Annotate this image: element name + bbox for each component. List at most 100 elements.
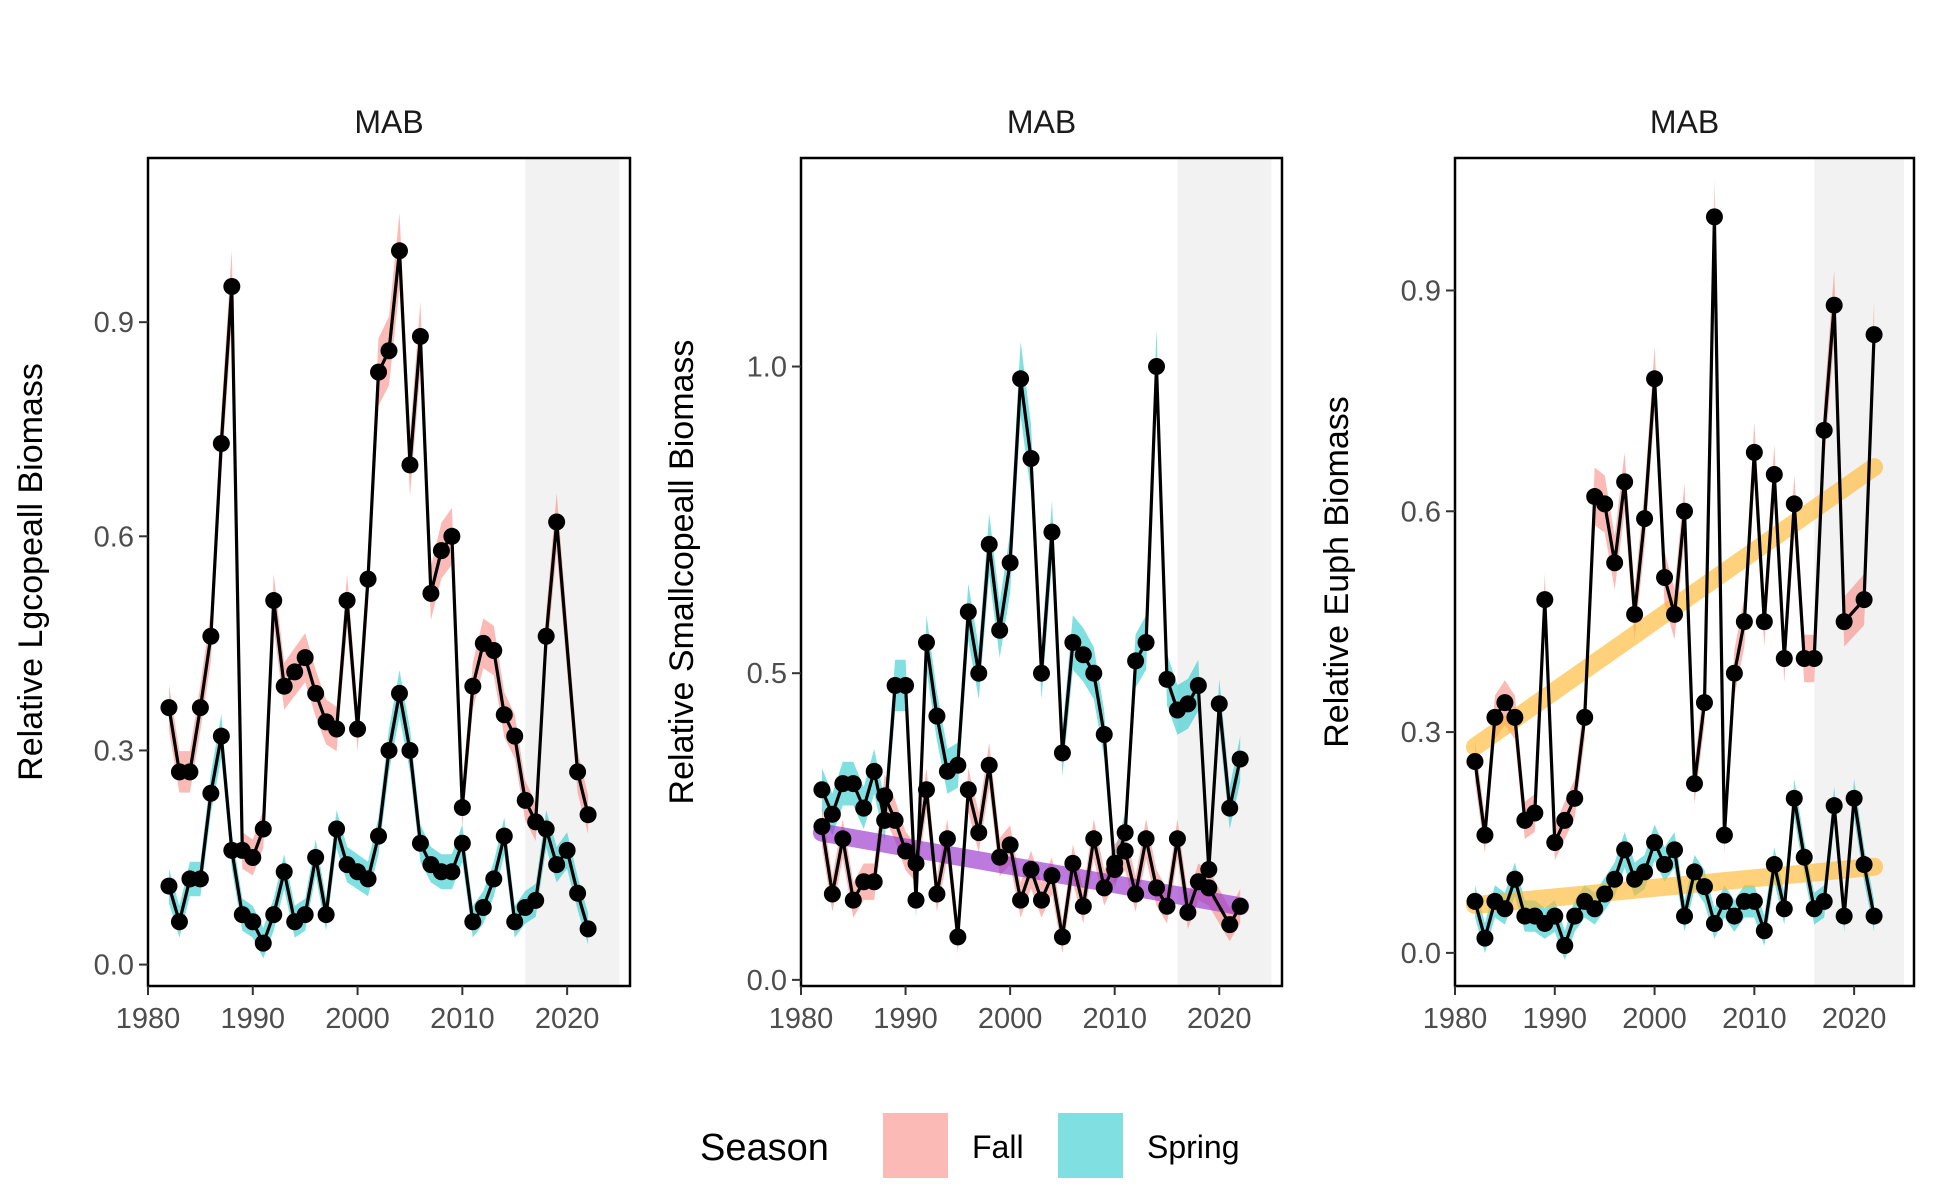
data-point-spring: [1496, 900, 1514, 918]
data-point-spring: [1074, 646, 1092, 664]
data-point-spring: [202, 784, 220, 802]
data-point-fall: [834, 830, 852, 848]
data-point-fall: [265, 592, 283, 610]
data-point-fall: [1835, 613, 1853, 631]
data-point-spring: [474, 898, 492, 916]
x-tick-label: 2010: [430, 1003, 495, 1035]
data-point-fall: [1715, 826, 1733, 844]
y-tick-label: 0.5: [747, 658, 787, 690]
data-point-spring: [1616, 841, 1634, 859]
data-point-fall: [1685, 775, 1703, 793]
data-point-spring: [244, 913, 262, 931]
data-point-fall: [453, 799, 471, 817]
data-point-fall: [411, 327, 429, 345]
data-point-spring: [191, 870, 209, 888]
data-point-fall: [1085, 830, 1103, 848]
data-point-fall: [1506, 708, 1524, 726]
series-line-fall: [1473, 216, 1876, 844]
data-point-fall: [359, 570, 377, 588]
y-tick-label: 0.6: [1401, 496, 1441, 528]
data-point-fall: [443, 527, 461, 545]
series-line-fall: [820, 764, 1242, 938]
data-point-spring: [380, 741, 398, 759]
data-point-spring: [823, 805, 841, 823]
data-point-spring: [1200, 860, 1218, 878]
data-point-spring: [1012, 370, 1030, 388]
data-point-fall: [1695, 694, 1713, 712]
y-tick-label: 0.0: [747, 965, 787, 997]
data-point-spring: [265, 906, 283, 924]
panel-1: MAB 1980 1990 2000 2010 2020 0.0 0.3 0.6 0.9 Relat…: [12, 104, 632, 1035]
data-point-spring: [1556, 937, 1574, 955]
data-point-spring: [1865, 907, 1883, 925]
data-point-fall: [191, 699, 209, 717]
data-point-fall: [1745, 443, 1763, 461]
data-point-fall: [991, 848, 1009, 866]
data-point-fall: [1496, 694, 1514, 712]
data-point-fall: [338, 592, 356, 610]
data-point-fall: [1606, 554, 1624, 572]
data-point-fall: [181, 763, 199, 781]
data-point-fall: [202, 627, 220, 645]
data-point-spring: [390, 684, 408, 702]
data-point-fall: [569, 763, 587, 781]
data-point-spring: [359, 870, 377, 888]
x-tick-label: 2000: [325, 1003, 390, 1035]
data-point-spring: [1033, 664, 1050, 682]
legend-label-spring: Spring: [1147, 1129, 1240, 1165]
panel-border: [799, 156, 1284, 988]
x-tick-label: 2020: [1187, 1003, 1252, 1035]
y-tick-label: 0.0: [1401, 938, 1441, 970]
data-point-spring: [1137, 634, 1155, 652]
ribbon-fall: [169, 213, 589, 876]
data-point-spring: [1855, 856, 1873, 874]
y-tick-label: 0.9: [94, 307, 134, 339]
data-point-spring: [307, 849, 325, 867]
data-point-spring: [558, 841, 576, 859]
data-point-spring: [1636, 863, 1654, 881]
data-point-spring: [1001, 554, 1019, 572]
data-point-fall: [1148, 879, 1166, 897]
data-point-spring: [897, 676, 915, 694]
data-point-fall: [1725, 664, 1743, 682]
data-point-spring: [254, 934, 272, 952]
data-point-spring: [1466, 892, 1484, 910]
data-point-fall: [1200, 879, 1218, 897]
panel-title: MAB: [1650, 104, 1719, 140]
data-point-spring: [212, 727, 230, 745]
y-tick-label: 0.3: [1401, 717, 1441, 749]
data-point-fall: [1095, 879, 1113, 897]
data-point-fall: [1855, 591, 1873, 609]
data-point-spring: [980, 535, 998, 553]
data-point-spring: [548, 856, 566, 874]
plot-area: [812, 328, 1250, 953]
data-point-spring: [1815, 892, 1833, 910]
panel-title: MAB: [1007, 104, 1076, 140]
data-point-fall: [938, 830, 956, 848]
data-point-fall: [380, 342, 398, 360]
x-tick-label: 2000: [1622, 1003, 1687, 1035]
data-point-fall: [1815, 421, 1833, 439]
x-tick-label: 1990: [1523, 1003, 1588, 1035]
data-point-fall: [370, 363, 388, 381]
data-point-spring: [1775, 900, 1793, 918]
data-point-spring: [1022, 450, 1040, 468]
panel-3: MAB 1980 1990 2000 2010 2020 0.0 0.3 0.6 0.9 Relat…: [1318, 104, 1916, 1035]
legend-key-spring: [1058, 1113, 1123, 1178]
data-point-fall: [1179, 903, 1197, 921]
data-point-spring: [1646, 833, 1664, 851]
y-axis-title: Relative Smallcopeall Biomass: [663, 340, 701, 805]
x-tick-label: 1980: [116, 1003, 181, 1035]
data-point-spring: [1127, 652, 1145, 670]
data-point-fall: [1825, 296, 1843, 314]
data-point-spring: [170, 913, 188, 931]
plot-area: [1465, 179, 1884, 961]
data-point-spring: [495, 827, 513, 845]
data-point-fall: [485, 642, 503, 660]
data-point-fall: [1755, 613, 1773, 631]
panel-2: MAB 1980 1990 2000 2010 2020 0.0 0.5 1.0 Relative…: [663, 104, 1284, 1035]
data-point-fall: [401, 456, 419, 474]
data-point-spring: [464, 913, 482, 931]
data-point-spring: [506, 913, 524, 931]
data-point-fall: [897, 842, 915, 860]
